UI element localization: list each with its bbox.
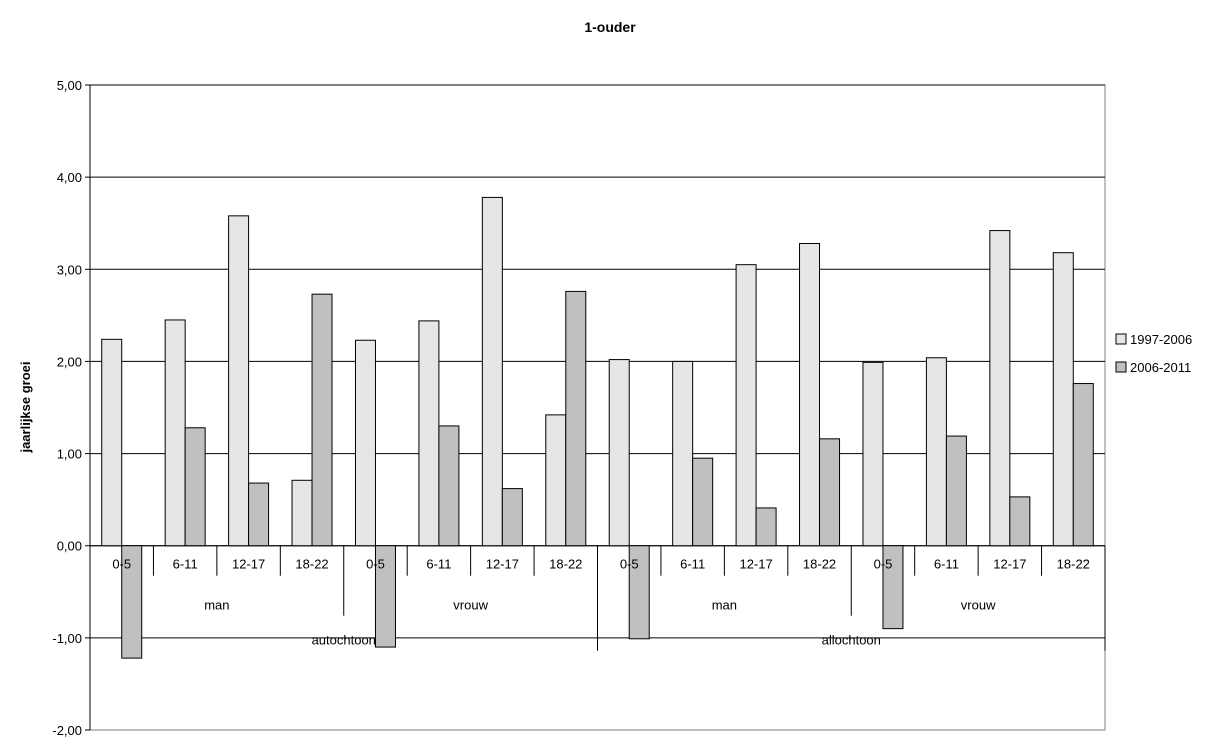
plot-area: -2,00 -1,00 0,00 1,00 2,00 3,00 4,00 5,00 0-5 6-1… (52, 78, 1106, 738)
x-tick-label: 18-22 (1057, 557, 1090, 572)
x-tick-label: 12-17 (232, 557, 265, 572)
bar-1997-2006 (735, 264, 757, 547)
bar-1997-2006 (989, 230, 1011, 547)
bar-2006-2011 (1009, 496, 1031, 547)
x-tick-label: 0-5 (112, 557, 131, 572)
bar-2006-2011 (248, 482, 270, 547)
x-tick-label: 6-11 (426, 557, 451, 572)
bar-2006-2011 (882, 545, 904, 630)
bar-1997-2006 (799, 242, 821, 547)
bar-2006-2011 (945, 435, 967, 547)
group-label: autochtoon (312, 633, 376, 648)
bar-1997-2006 (1052, 252, 1074, 547)
legend-swatch (1115, 361, 1127, 373)
group-label: vrouw (961, 598, 996, 613)
chart-title: 1-ouder (584, 19, 636, 35)
y-tick-label: 4,00 (57, 170, 82, 185)
y-tick-label: 1,00 (57, 447, 82, 462)
bar-1997-2006 (418, 320, 440, 547)
x-tick-label: 0-5 (874, 557, 893, 572)
x-tick-label: 0-5 (620, 557, 639, 572)
bar-2006-2011 (819, 438, 841, 547)
legend-box (1112, 325, 1220, 395)
x-tick-label: 18-22 (803, 557, 836, 572)
legend-swatch (1115, 333, 1127, 345)
group-label: man (204, 598, 229, 613)
x-tick-label: 18-22 (549, 557, 582, 572)
y-tick-label: 0,00 (57, 539, 82, 554)
x-tick-label: 6-11 (934, 557, 959, 572)
bar-2006-2011 (184, 427, 206, 547)
y-axis-label: jaarlijkse groei (18, 361, 33, 453)
x-tick-label: 12-17 (993, 557, 1026, 572)
x-tick-label: 12-17 (739, 557, 772, 572)
x-tick-label: 12-17 (486, 557, 519, 572)
bar-2006-2011 (628, 545, 650, 640)
bar-1997-2006 (925, 357, 947, 547)
legend-label: 2006-2011 (1130, 360, 1191, 375)
bar-2006-2011 (1072, 383, 1094, 547)
bar-2006-2011 (374, 545, 396, 648)
bar-1997-2006 (608, 359, 630, 547)
bar-2006-2011 (692, 457, 714, 547)
x-tick-label: 6-11 (173, 557, 198, 572)
bar-1997-2006 (862, 361, 884, 547)
legend-label: 1997-2006 (1130, 332, 1192, 347)
bar-2006-2011 (565, 290, 587, 547)
x-tick-label: 18-22 (295, 557, 328, 572)
y-tick-label: -1,00 (52, 631, 82, 646)
bar-2006-2011 (755, 507, 777, 547)
group-label: allochtoon (822, 633, 881, 648)
y-tick-label: 3,00 (57, 262, 82, 277)
y-tick-label: 2,00 (57, 354, 82, 369)
bar-1997-2006 (481, 196, 503, 547)
group-label: vrouw (453, 598, 488, 613)
bar-1997-2006 (101, 338, 123, 547)
bar-2006-2011 (121, 545, 143, 659)
y-tick-label: -2,00 (52, 723, 82, 738)
bar-2006-2011 (311, 293, 333, 547)
group-label: man (712, 598, 737, 613)
bar-1997-2006 (228, 215, 250, 547)
x-tick-label: 0-5 (366, 557, 385, 572)
bar-1997-2006 (291, 479, 313, 547)
y-tick-label: 5,00 (57, 78, 82, 93)
bar-2006-2011 (438, 425, 460, 547)
x-tick-label: 6-11 (680, 557, 705, 572)
bar-1997-2006 (545, 414, 567, 547)
bar-1997-2006 (164, 319, 186, 547)
legend: 1997-2006 2006-2011 (1112, 325, 1220, 395)
bar-1997-2006 (354, 339, 376, 547)
bar-2006-2011 (501, 488, 523, 547)
bar-1997-2006 (672, 360, 694, 547)
